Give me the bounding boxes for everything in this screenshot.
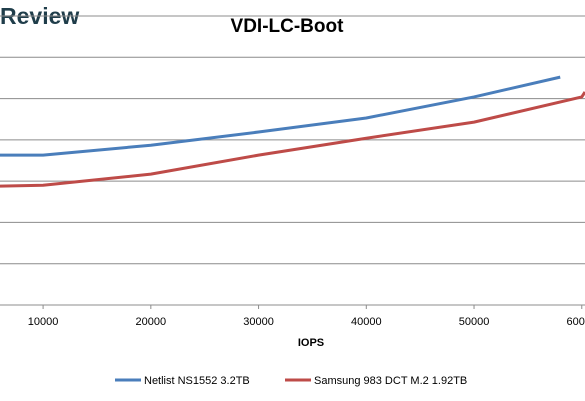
legend-label: Netlist NS1552 3.2TB	[144, 375, 250, 387]
x-axis-title: IOPS	[298, 337, 324, 349]
data-line	[0, 91, 585, 188]
x-tick-label: 30000	[243, 316, 274, 328]
x-tick-label: 20000	[136, 316, 167, 328]
data-line	[0, 75, 561, 157]
x-tick-label: 60000	[566, 316, 585, 328]
x-tick-label: 50000	[459, 316, 490, 328]
chart-title: VDI-LC-Boot	[231, 16, 345, 37]
legend-label: Samsung 983 DCT M.2 1.92TB	[314, 375, 467, 387]
x-tick-label: 10000	[28, 316, 59, 328]
x-tick-label: 40000	[351, 316, 382, 328]
